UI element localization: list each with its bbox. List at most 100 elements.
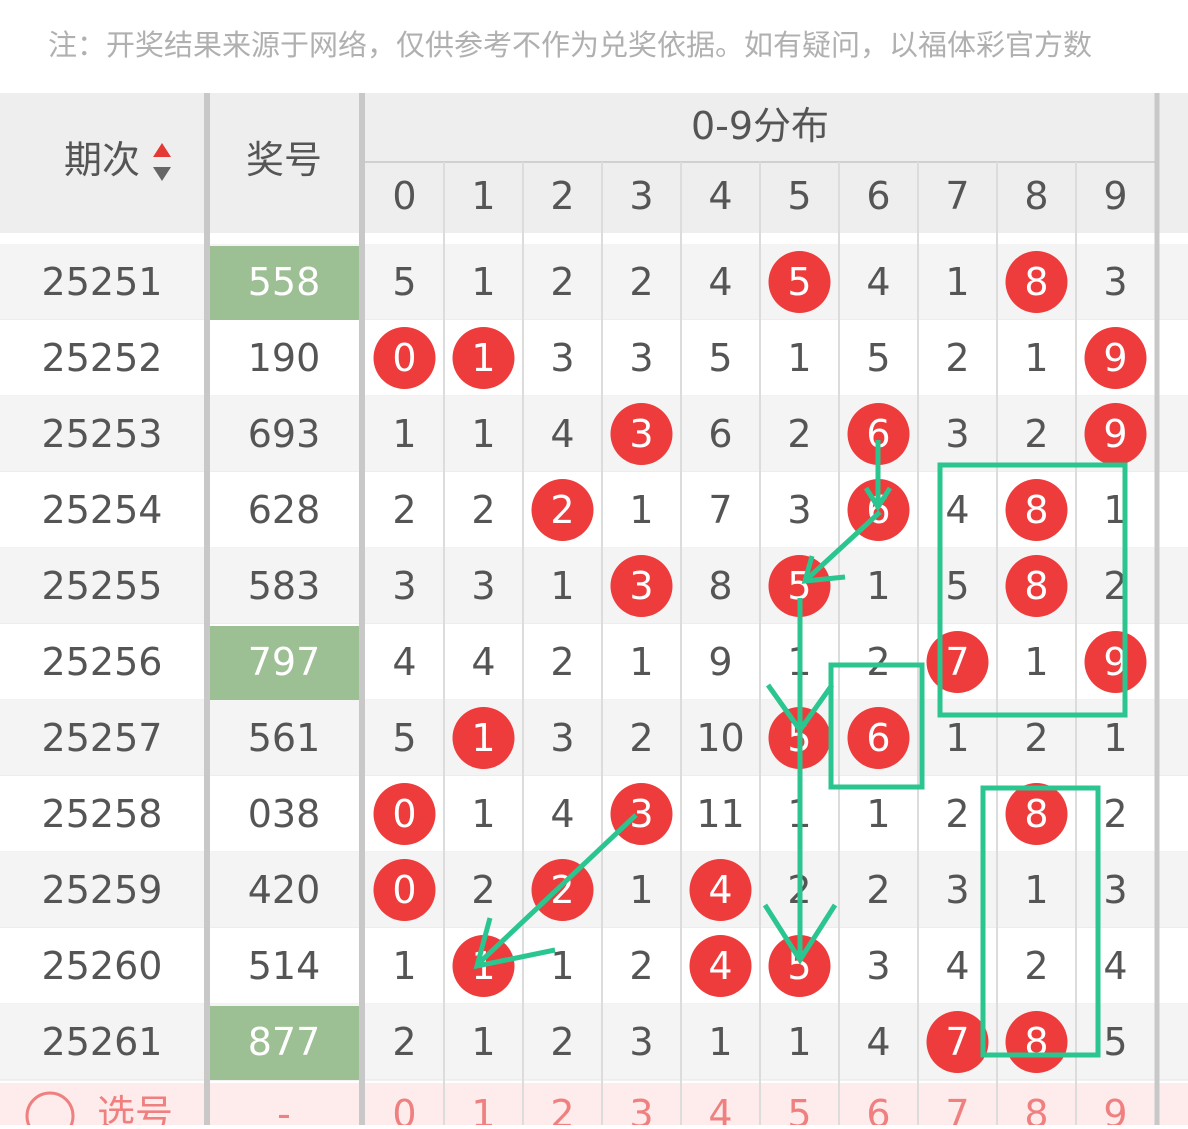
hit-digit: 8: [1024, 488, 1048, 532]
hit-digit: 5: [787, 260, 811, 304]
hit-ball: [610, 555, 673, 617]
miss-count: 1: [866, 564, 890, 608]
draw-number: 797: [248, 640, 321, 684]
row-bg: [0, 624, 1188, 700]
miss-count: 2: [866, 868, 890, 912]
hit-digit: 3: [629, 792, 653, 836]
miss-count: 3: [471, 564, 495, 608]
digit-header: 0: [392, 174, 416, 218]
miss-count: 2: [1103, 792, 1127, 836]
digit-headers: 0 1 2 3 4 5 6 7 8 9: [392, 174, 1127, 218]
notice-bar: [0, 0, 1188, 92]
miss-count: 4: [550, 792, 574, 836]
issue: 25258: [42, 792, 163, 836]
miss-count: 9: [708, 640, 732, 684]
miss-count: 5: [392, 260, 416, 304]
hit-ball: [1005, 555, 1068, 617]
issue-header[interactable]: 期次: [64, 138, 140, 182]
row-bg: [0, 472, 1188, 548]
digit-header: 6: [866, 174, 890, 218]
miss-count: 3: [550, 336, 574, 380]
miss-count: 1: [1024, 640, 1048, 684]
miss-count: 4: [550, 412, 574, 456]
hit-ball: [531, 859, 594, 921]
box: [937, 462, 1128, 718]
issue: 25257: [42, 716, 163, 760]
miss-count: 1: [471, 792, 495, 836]
miss-count: 2: [550, 260, 574, 304]
hit-ball: [1084, 403, 1147, 465]
miss-count: 2: [1024, 944, 1048, 988]
number-highlight: [210, 246, 359, 320]
miss-count: 2: [550, 640, 574, 684]
miss-count: 5: [392, 716, 416, 760]
miss-count: 1: [629, 868, 653, 912]
issue: 25261: [42, 1020, 163, 1064]
select-digit: 0: [392, 1092, 416, 1125]
column-divider: [1154, 93, 1160, 1125]
miss-count: 2: [629, 260, 653, 304]
miss-count: 3: [866, 944, 890, 988]
select-digit: 1: [471, 1092, 495, 1125]
issue: 25253: [42, 412, 163, 456]
draw-number: 190: [248, 336, 321, 380]
hit-ball: [847, 403, 910, 465]
sort-up[interactable]: [153, 143, 171, 157]
hit-ball: [768, 251, 831, 313]
number-highlight: [210, 626, 359, 700]
digit-header: 3: [629, 174, 653, 218]
miss-count: 4: [392, 640, 416, 684]
digit-header: 4: [708, 174, 732, 218]
box: [828, 662, 925, 790]
draw-number: 693: [248, 412, 321, 456]
miss-count: 1: [392, 944, 416, 988]
draw-number: 038: [248, 792, 321, 836]
row-bg: [0, 1004, 1188, 1080]
miss-count: 4: [471, 640, 495, 684]
miss-count: 7: [708, 488, 732, 532]
select-icon[interactable]: [25, 1091, 75, 1129]
digit-header: 9: [1103, 174, 1127, 218]
hit-digit: 8: [1024, 564, 1048, 608]
miss-count: 3: [629, 336, 653, 380]
miss-count: 2: [392, 488, 416, 532]
issue: 25254: [42, 488, 163, 532]
hit-ball: [610, 403, 673, 465]
hit-digit: 1: [471, 336, 495, 380]
hit-digit: 0: [392, 336, 416, 380]
miss-count: 3: [629, 1020, 653, 1064]
hit-digit: 4: [708, 868, 732, 912]
miss-count: 1: [708, 1020, 732, 1064]
miss-count: 2: [392, 1020, 416, 1064]
draw-number: 514: [248, 944, 321, 988]
hit-ball: [1005, 783, 1068, 845]
sort-down[interactable]: [153, 167, 171, 181]
arrow: [801, 510, 882, 584]
hit-digit: 0: [392, 792, 416, 836]
miss-count: 1: [1024, 868, 1048, 912]
arrow: [762, 598, 838, 965]
hit-ball: [847, 707, 910, 769]
miss-count: 1: [629, 640, 653, 684]
footer-number: -: [277, 1092, 291, 1125]
row-bg: [0, 548, 1188, 624]
select-label[interactable]: 选号: [97, 1092, 173, 1129]
miss-count: 4: [1103, 944, 1127, 988]
hit-ball: [1005, 251, 1068, 313]
miss-count: 3: [1103, 260, 1127, 304]
miss-count: 5: [708, 336, 732, 380]
hit-ball: [689, 935, 752, 997]
miss-count: 4: [708, 260, 732, 304]
miss-count: 2: [787, 412, 811, 456]
issue: 25256: [42, 640, 163, 684]
hit-ball: [926, 1011, 989, 1073]
hit-digit: 9: [1103, 412, 1127, 456]
miss-count: 4: [866, 1020, 890, 1064]
hit-digit: 0: [392, 868, 416, 912]
draw-number: 628: [248, 488, 321, 532]
digit-header: 8: [1024, 174, 1048, 218]
issue: 25255: [42, 564, 163, 608]
miss-count: 1: [787, 336, 811, 380]
